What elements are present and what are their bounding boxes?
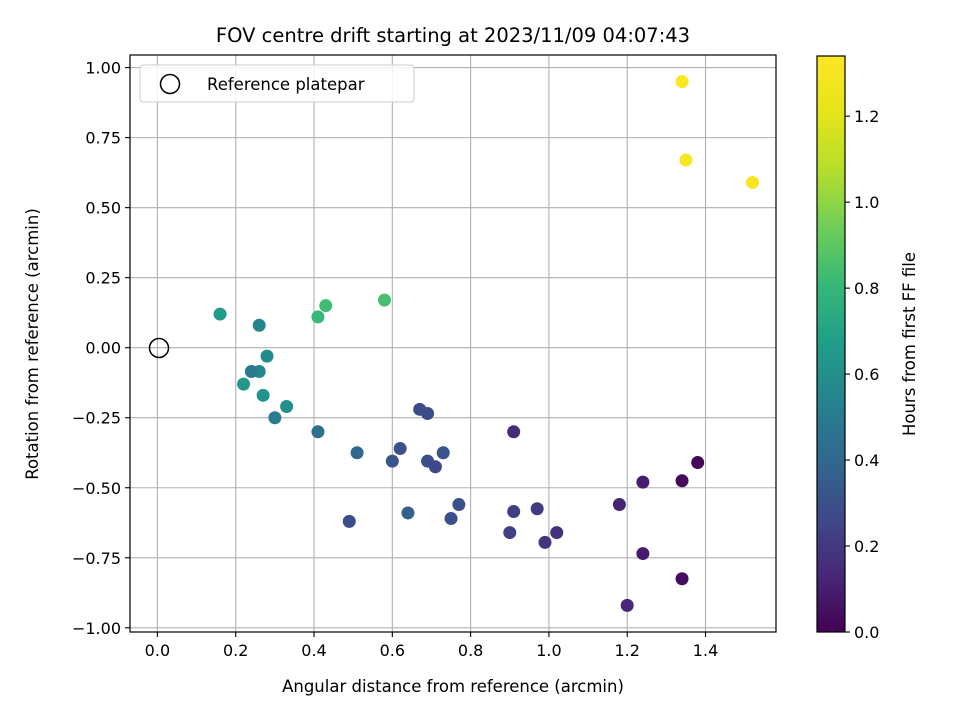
y-tick-label: −0.75 xyxy=(72,549,121,568)
data-point xyxy=(237,377,251,391)
data-points xyxy=(213,75,760,612)
legend-box xyxy=(139,64,415,103)
x-tick-label: 1.4 xyxy=(693,641,718,660)
y-axis-ticks: 1.00 0.75 0.50 0.25 0.00 −0.25 −0.50 −0.75 −1.00 xyxy=(72,59,130,638)
reference-platepar-marker xyxy=(148,337,170,359)
data-point xyxy=(311,425,325,439)
data-point xyxy=(280,400,294,414)
colorbar-tick-label: 0.8 xyxy=(854,279,879,298)
data-point xyxy=(612,498,626,512)
data-point xyxy=(256,388,270,402)
grid xyxy=(130,55,776,632)
data-point xyxy=(436,446,450,460)
data-point xyxy=(444,512,458,526)
data-point xyxy=(636,475,650,489)
data-point xyxy=(213,307,227,321)
data-point xyxy=(342,514,356,528)
data-point xyxy=(385,454,399,468)
legend: Reference platepar xyxy=(139,64,415,103)
data-point xyxy=(530,502,544,516)
x-axis-ticks: 0.0 0.2 0.4 0.6 0.8 1.0 1.2 1.4 xyxy=(145,632,718,660)
x-tick-label: 0.4 xyxy=(301,641,326,660)
legend-marker-icon xyxy=(159,73,181,95)
colorbar-tick-label: 1.0 xyxy=(854,193,879,212)
data-point xyxy=(675,572,689,586)
data-point xyxy=(401,506,415,520)
y-tick-label: 0.25 xyxy=(85,269,121,288)
data-point xyxy=(452,498,466,512)
plot-frame xyxy=(129,54,777,633)
colorbar-tick-label: 0.6 xyxy=(854,365,879,384)
data-point xyxy=(252,318,266,332)
data-point xyxy=(260,349,274,363)
data-point xyxy=(311,310,325,324)
data-point xyxy=(428,460,442,474)
x-tick-label: 1.0 xyxy=(536,641,561,660)
legend-label: Reference platepar xyxy=(207,75,365,94)
x-tick-label: 0.6 xyxy=(380,641,405,660)
x-tick-label: 0.8 xyxy=(458,641,483,660)
colorbar-label: Hours from first FF file xyxy=(900,252,919,436)
data-point xyxy=(675,474,689,488)
colorbar-ticks: 0.0 0.2 0.4 0.6 0.8 1.0 1.2 xyxy=(845,107,879,642)
data-point xyxy=(244,365,258,379)
colorbar-tick-label: 0.0 xyxy=(854,623,879,642)
data-point xyxy=(620,598,634,612)
data-point xyxy=(675,75,689,89)
colorbar-tick-label: 1.2 xyxy=(854,107,879,126)
x-tick-label: 1.2 xyxy=(614,641,639,660)
chart-title: FOV centre drift starting at 2023/11/09 … xyxy=(216,24,690,47)
data-point xyxy=(679,153,693,167)
data-point xyxy=(538,535,552,549)
y-tick-label: 0.00 xyxy=(85,339,121,358)
data-point xyxy=(746,175,760,189)
data-point xyxy=(550,526,564,540)
data-point xyxy=(377,293,391,307)
data-point xyxy=(319,299,333,313)
data-point xyxy=(507,505,521,519)
data-point xyxy=(503,526,517,540)
y-tick-label: 1.00 xyxy=(85,59,121,78)
colorbar-tick-label: 0.4 xyxy=(854,451,879,470)
x-axis-label: Angular distance from reference (arcmin) xyxy=(282,677,624,696)
data-point xyxy=(393,442,407,456)
data-point xyxy=(636,547,650,561)
data-point xyxy=(421,407,435,421)
data-point xyxy=(350,446,364,460)
y-tick-label: −0.50 xyxy=(72,479,121,498)
y-tick-label: −1.00 xyxy=(72,619,121,638)
data-point xyxy=(691,456,705,470)
y-tick-label: 0.75 xyxy=(85,129,121,148)
y-tick-label: 0.50 xyxy=(85,199,121,218)
y-axis-label: Rotation from reference (arcmin) xyxy=(23,208,42,480)
data-point xyxy=(268,411,282,425)
colorbar-tick-label: 0.2 xyxy=(854,537,879,556)
colorbar-frame xyxy=(816,55,846,633)
y-tick-label: −0.25 xyxy=(72,409,121,428)
data-point xyxy=(507,425,521,439)
x-tick-label: 0.2 xyxy=(223,641,248,660)
colorbar: 0.0 0.2 0.4 0.6 0.8 1.0 1.2 Hours from first F… xyxy=(816,55,919,642)
colorbar-gradient xyxy=(817,56,845,632)
x-tick-label: 0.0 xyxy=(145,641,170,660)
